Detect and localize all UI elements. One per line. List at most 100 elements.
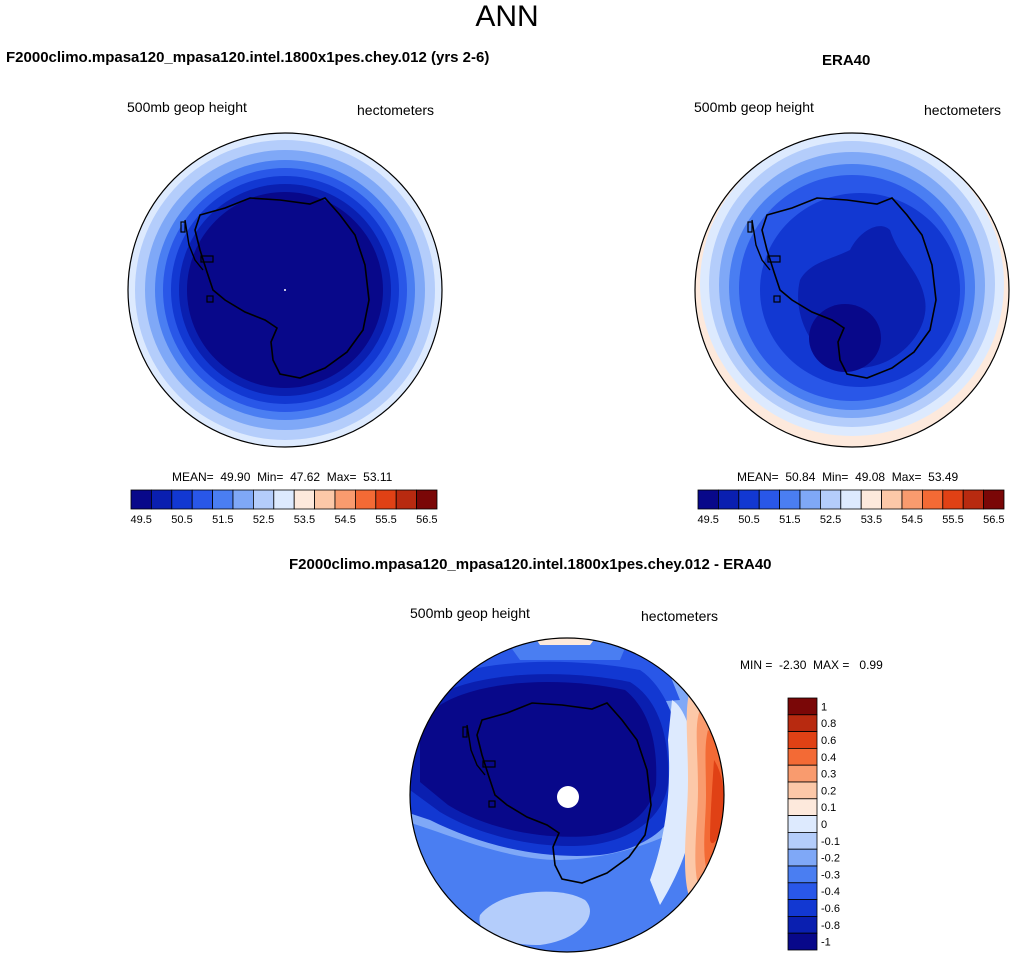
panel1-colorbar-tick-label: 50.5: [171, 514, 192, 526]
panel1-colorbar-swatch: [375, 489, 397, 510]
panel2-colorbar-swatch: [820, 489, 842, 510]
panel2-units-label: hectometers: [924, 102, 1002, 118]
panel2-map: [695, 133, 1009, 447]
panel3-stats: MIN = -2.30 MAX = 0.99: [740, 658, 883, 672]
panel1-antarctica-coast: [194, 197, 370, 379]
panel2-colorbar-swatch: [738, 489, 760, 510]
panel3-colorbar-swatch: [787, 916, 818, 934]
panel3-colorbar-swatch: [787, 798, 818, 816]
panel1-colorbar-swatch: [130, 489, 152, 510]
panel1-colorbar: 49.5 50.5 51.5 52.5 53.5 54.5 55.5 56.5: [130, 489, 438, 526]
panel1-colorbar-swatch: [395, 489, 418, 510]
panel2-colorbar-swatch: [901, 489, 923, 510]
panel2-max-label: Max=: [891, 470, 922, 484]
panel2-min-label: Min=: [822, 470, 849, 484]
panel3-colorbar-swatch: [787, 781, 818, 800]
panel3-colorbar-swatch: [787, 714, 818, 732]
panel1-variable-label: 500mb geop height: [127, 99, 247, 115]
panel3-colorbar-tick-label: -0.4: [821, 886, 840, 898]
panel1-colorbar-tick-label: 55.5: [375, 514, 396, 526]
panel3-colorbar-swatch: [787, 815, 818, 833]
panel2-colorbar-tick-label: 49.5: [697, 514, 718, 526]
panel2-variable-label: 500mb geop height: [694, 99, 814, 115]
panel3-colorbar-tick-label: -0.8: [821, 920, 840, 932]
panel3-colorbar-swatch: [787, 882, 818, 900]
figure-title: ANN: [475, 0, 539, 33]
panel3-min-value: -2.30: [779, 658, 807, 672]
panel3-colorbar-swatch: [787, 899, 818, 917]
panel1-title: F2000climo.mpasa120_mpasa120.intel.1800x…: [6, 49, 490, 66]
panel3-colorbar-swatch: [787, 764, 818, 783]
panel3-colorbar-swatch: [787, 832, 818, 850]
panel2-colorbar-tick-label: 53.5: [861, 514, 882, 526]
panel3-colorbar-tick-label: -0.6: [821, 903, 840, 915]
panel1-max-value: 53.11: [363, 470, 393, 484]
panel2-colorbar-tick-label: 54.5: [901, 514, 922, 526]
panel1-max-label: Max=: [326, 470, 357, 484]
panel2-colorbar-swatch: [881, 489, 903, 510]
panel1-mean-label: MEAN=: [172, 470, 214, 484]
panel3-colorbar-tick-label: -1: [821, 937, 831, 949]
panel1-colorbar-swatch: [314, 489, 336, 510]
panel1-colorbar-swatch: [293, 489, 316, 510]
panel2-colorbar-swatch: [922, 489, 944, 510]
panel1-colorbar-swatch: [191, 489, 213, 510]
panel3-antarctica-coast: [476, 702, 652, 884]
panel3-max-value: 0.99: [859, 658, 883, 672]
panel3-colorbar: 1 0.8 0.6 0.4 0.3 0.2 0.1 0 -0.1 -0.2 -0.3 -0.4 -0.6…: [787, 697, 840, 951]
panel3-units-label: hectometers: [641, 608, 719, 624]
panel2-title: ERA40: [822, 52, 871, 69]
panel3-colorbar-tick-label: 0.4: [821, 752, 836, 764]
panel1-colorbar-swatch: [354, 489, 377, 510]
panel2-colorbar-swatch: [983, 489, 1005, 510]
panel1-mean-value: 49.90: [220, 470, 251, 484]
panel1-colorbar-tick-label: 51.5: [212, 514, 233, 526]
panel1-colorbar-tick-label: 52.5: [253, 514, 274, 526]
panel2-colorbar-swatch: [718, 489, 740, 510]
panel1-min-value: 47.62: [290, 470, 321, 484]
panel3-title: F2000climo.mpasa120_mpasa120.intel.1800x…: [289, 556, 772, 573]
panel1-units-label: hectometers: [357, 102, 435, 118]
panel1-colorbar-swatch: [252, 489, 275, 510]
panel3-colorbar-tick-label: 1: [821, 701, 827, 713]
panel1-min-label: Min=: [257, 470, 284, 484]
panel2-colorbar-tick-label: 50.5: [738, 514, 759, 526]
panel3-colorbar-tick-label: 0.1: [821, 802, 836, 814]
panel1-colorbar-swatch: [171, 489, 193, 510]
panel3-colorbar-tick-label: -0.1: [821, 836, 840, 848]
panel1-colorbar-swatch: [150, 489, 173, 510]
panel3-colorbar-swatch: [787, 932, 818, 951]
panel3-colorbar-tick-label: 0.2: [821, 785, 836, 797]
panel1-colorbar-swatch: [273, 489, 295, 510]
panel2-colorbar-swatch: [779, 489, 801, 510]
panel3-pole-mask: [557, 786, 579, 808]
panel3-max-label: MAX =: [813, 658, 850, 672]
panel1-colorbar-swatch: [334, 489, 356, 510]
panel1-map: [128, 133, 442, 447]
panel3-colorbar-tick-label: -0.2: [821, 853, 840, 865]
panel1-stats: MEAN= 49.90 Min= 47.62 Max= 53.11: [172, 470, 392, 484]
panel2-colorbar-swatch: [758, 489, 781, 510]
panel2-colorbar-tick-label: 56.5: [983, 514, 1004, 526]
panel3-map: [410, 638, 724, 952]
panel2-antarctica-coast: [761, 197, 937, 379]
panel2-colorbar-swatch: [860, 489, 883, 510]
panel3-colorbar-swatch: [787, 731, 818, 749]
panel2-colorbar-swatch: [799, 489, 821, 510]
panel3-colorbar-tick-label: -0.3: [821, 869, 840, 881]
panel2-colorbar-tick-label: 55.5: [942, 514, 963, 526]
panel2-max-value: 53.49: [928, 470, 959, 484]
panel2-colorbar-swatch: [962, 489, 985, 510]
panel1-colorbar-swatch: [212, 489, 234, 510]
panel3-colorbar-tick-label: 0: [821, 819, 827, 831]
panel3-colorbar-tick-label: 0.3: [821, 769, 836, 781]
panel2-mean-value: 50.84: [785, 470, 816, 484]
panel1-colorbar-swatch: [416, 489, 438, 510]
panel1-colorbar-swatch: [232, 489, 254, 510]
panel1-colorbar-tick-label: 49.5: [130, 514, 151, 526]
panel2-min-value: 49.08: [855, 470, 886, 484]
panel2-colorbar-swatch: [942, 489, 964, 510]
panel3-min-label: MIN =: [740, 658, 773, 672]
panel3-variable-label: 500mb geop height: [410, 605, 530, 621]
